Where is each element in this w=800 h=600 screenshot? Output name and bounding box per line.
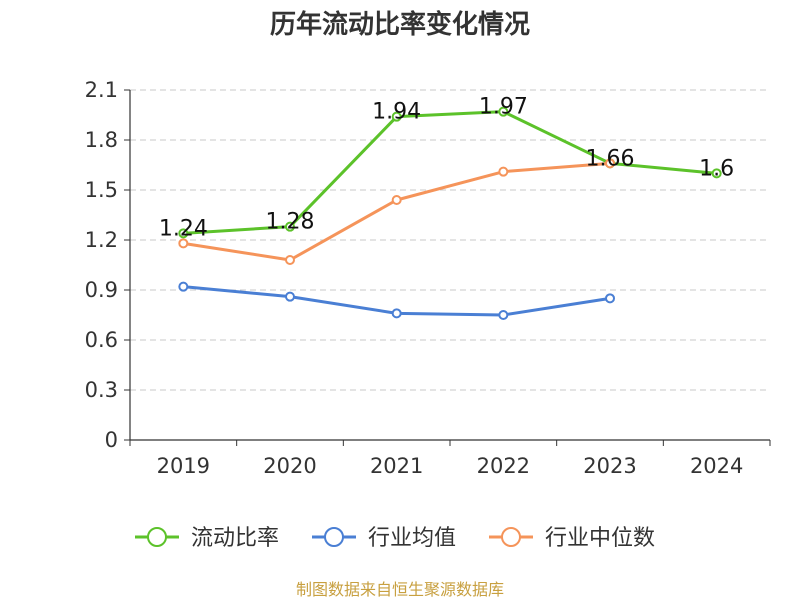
data-label: 1.97 [479, 95, 528, 120]
data-label: 1.28 [266, 210, 315, 235]
source-note: 制图数据来自恒生聚源数据库 [296, 580, 504, 599]
data-point [498, 166, 509, 177]
y-tick-label: 0.3 [85, 378, 118, 402]
x-tick-label: 2021 [370, 454, 423, 478]
y-tick-label: 0.9 [85, 278, 118, 302]
legend-marker-1 [324, 527, 344, 547]
y-tick-label: 0 [105, 428, 118, 452]
series-group [178, 106, 722, 320]
data-label: 1.6 [699, 156, 734, 181]
legend-label-0: 流动比率 [191, 526, 279, 551]
data-point [391, 308, 402, 319]
x-tick-label: 2023 [583, 454, 636, 478]
y-tick-label: 2.1 [85, 78, 118, 102]
data-label: 1.94 [372, 100, 421, 125]
series-line-0 [183, 110, 717, 235]
data-point [178, 238, 189, 249]
data-point [285, 291, 295, 302]
data-point [285, 255, 295, 265]
x-tick-label: 2024 [690, 454, 743, 478]
axes: 0 0.3 0.6 0.9 1.2 1.5 1.8 2.1 2019 2020 2021 2022 20… [85, 78, 771, 478]
legend-marker-0 [147, 527, 167, 547]
data-point [605, 293, 615, 304]
data-point [178, 228, 189, 239]
data-point [498, 310, 509, 320]
data-point [285, 221, 295, 232]
data-point [391, 111, 402, 122]
y-tick-label: 0.6 [85, 328, 118, 352]
data-labels: 1.24 1.28 1.94 1.97 1.66 1.6 [159, 95, 734, 242]
x-tick-label: 2019 [157, 454, 210, 478]
legend-label-2: 行业中位数 [545, 526, 655, 551]
data-point [498, 106, 509, 117]
data-label: 1.24 [159, 216, 208, 241]
y-tick-label: 1.8 [85, 128, 118, 152]
y-tick-label: 1.5 [85, 178, 118, 202]
data-point [605, 158, 615, 169]
x-tick-label: 2020 [263, 454, 316, 478]
data-point [391, 195, 402, 205]
series-line-2 [183, 161, 611, 262]
legend: 流动比率 行业均值 行业中位数 [135, 526, 655, 551]
legend-label-1: 行业均值 [368, 526, 456, 551]
x-tick-label: 2022 [477, 454, 530, 478]
y-tick-label: 1.2 [85, 228, 118, 252]
data-point [178, 281, 189, 292]
legend-marker-2 [501, 527, 521, 547]
data-label: 1.66 [586, 146, 635, 171]
grid-lines [130, 89, 770, 391]
chart-title: 历年流动比率变化情况 [270, 9, 530, 40]
data-point [711, 168, 722, 179]
